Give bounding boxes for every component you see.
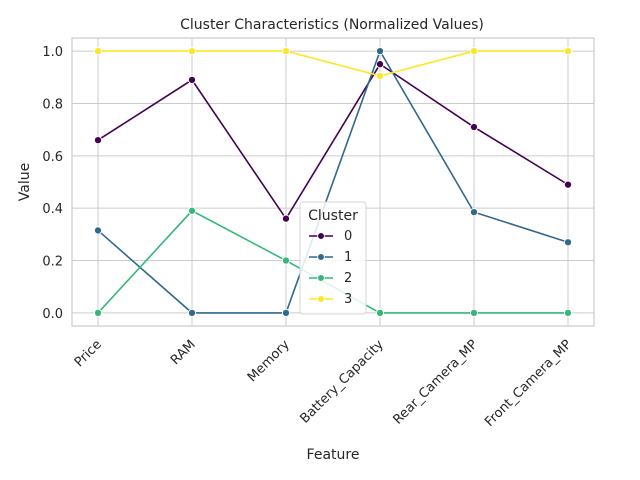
data-point xyxy=(281,214,291,223)
y-tick-label: 0.8 xyxy=(42,97,63,112)
data-point xyxy=(375,71,385,81)
y-axis-label: Value xyxy=(17,163,33,201)
legend-item-2: 2 xyxy=(309,271,352,286)
y-tick-label: 0.0 xyxy=(42,307,63,322)
series-line xyxy=(97,63,569,221)
y-tick-label: 0.2 xyxy=(42,255,63,270)
legend-title: Cluster xyxy=(308,208,358,224)
data-point xyxy=(187,308,197,317)
series-1 xyxy=(93,47,573,317)
data-point xyxy=(469,47,479,56)
data-point xyxy=(563,47,573,56)
legend-swatch-marker xyxy=(317,295,325,303)
legend-item-0: 0 xyxy=(309,229,352,244)
data-point xyxy=(93,226,103,235)
data-point xyxy=(375,308,385,317)
data-point xyxy=(281,308,291,317)
data-point xyxy=(469,308,479,317)
legend-label: 1 xyxy=(344,250,352,265)
x-tick-label: Memory xyxy=(245,337,293,385)
plot-frame xyxy=(71,37,595,327)
legend-swatch-marker xyxy=(317,232,325,240)
x-axis-ticks: Price RAM Memory Battery_Capacity Rear_Camer… xyxy=(72,337,575,430)
legend-swatch-marker xyxy=(317,253,325,261)
series-line xyxy=(98,50,568,77)
x-tick-label: Front_Camera_MP xyxy=(482,337,575,430)
data-point xyxy=(469,208,479,217)
data-point xyxy=(93,47,103,56)
y-axis-ticks: 0.0 0.2 0.4 0.6 0.8 1.0 xyxy=(42,45,63,322)
data-point xyxy=(375,60,385,69)
series-3 xyxy=(93,47,573,81)
x-tick-label: Rear_Camera_MP xyxy=(390,337,481,428)
legend-label: 2 xyxy=(344,271,352,286)
legend-swatch-marker xyxy=(317,274,325,282)
data-point xyxy=(563,180,573,189)
chart-title: Cluster Characteristics (Normalized Valu… xyxy=(180,17,484,33)
data-point xyxy=(281,47,291,56)
legend-box xyxy=(299,201,367,315)
legend-label: 0 xyxy=(344,229,352,244)
legend-label: 3 xyxy=(344,292,352,307)
legend-item-3: 3 xyxy=(309,292,352,307)
data-point xyxy=(187,47,197,56)
x-tick-label: Price xyxy=(72,337,105,370)
x-tick-label: Battery_Capacity xyxy=(297,337,387,427)
data-point xyxy=(93,136,103,145)
data-point xyxy=(281,256,291,265)
y-tick-label: 1.0 xyxy=(42,45,63,60)
data-point xyxy=(93,308,103,317)
series-0 xyxy=(93,60,573,223)
x-tick-label: RAM xyxy=(168,337,199,368)
data-point xyxy=(187,206,197,215)
series-line xyxy=(97,49,569,314)
data-point xyxy=(375,47,385,56)
data-point xyxy=(563,308,573,317)
series-group xyxy=(93,47,573,317)
y-tick-label: 0.4 xyxy=(42,202,63,217)
y-tick-label: 0.6 xyxy=(42,150,63,165)
legend-item-1: 1 xyxy=(309,250,352,265)
data-point xyxy=(187,75,197,84)
data-point xyxy=(563,238,573,247)
legend: Cluster 0 1 2 3 xyxy=(299,201,367,315)
data-point xyxy=(469,122,479,132)
x-axis-label: Feature xyxy=(307,447,360,463)
